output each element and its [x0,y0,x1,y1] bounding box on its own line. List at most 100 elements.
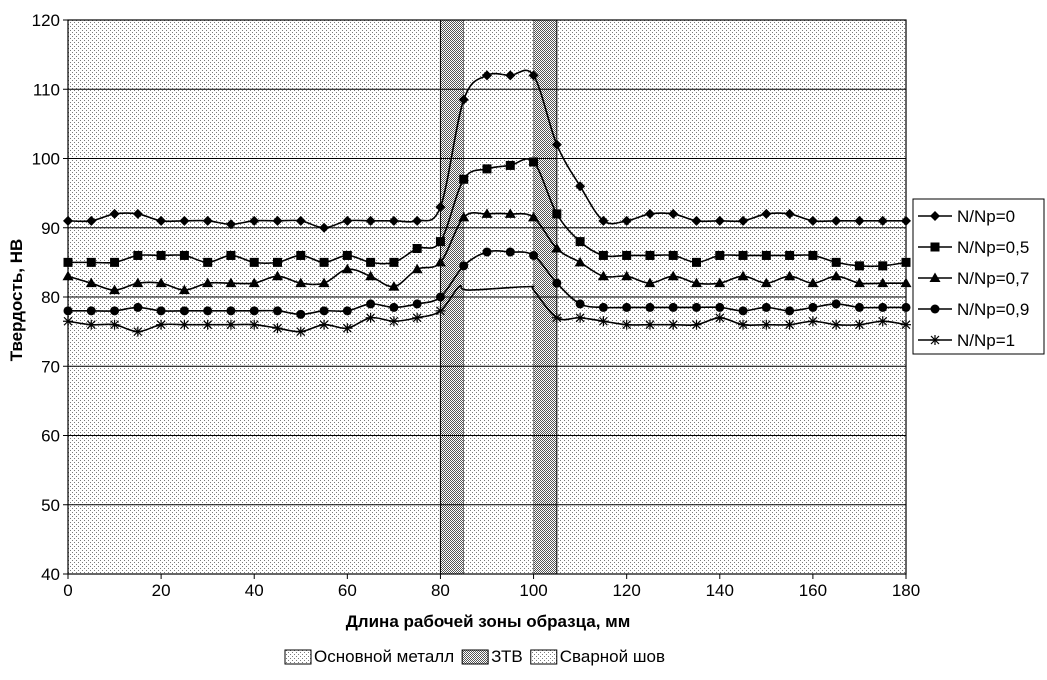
series-1-point [86,257,96,267]
series-1-point [738,250,748,260]
star-stroke [319,320,329,330]
series-2-point [830,270,842,281]
legend-label: N/Np=0 [957,207,1015,226]
star-stroke [808,316,818,326]
series-4-point [295,326,306,337]
series-0-point [249,215,260,226]
series-3-point [249,306,259,316]
series-0-point [319,222,330,233]
series-2-point [853,277,865,288]
x-tick-label: 40 [245,581,264,600]
legend-label: N/Np=0,9 [957,300,1029,319]
series-4-point [831,319,842,330]
star-stroke [110,320,119,330]
series-2-point [644,277,656,288]
star-stroke [831,320,841,330]
series-4-point [575,312,586,323]
star-stroke [412,313,422,323]
series-1-point [645,250,655,260]
star-stroke [273,323,282,333]
series-3-point [366,299,376,309]
series-0-point [156,215,167,226]
series-2-point [341,263,353,274]
series-2-point [272,270,283,281]
series-0-point [807,215,818,226]
series-3-point [203,306,213,316]
series-3 [63,247,911,319]
series-1-point [854,261,864,271]
series-4-point [598,316,609,327]
series-0-point [668,208,679,219]
series-1-point [273,257,282,267]
series-0-point [644,208,655,219]
grid-layer [68,88,906,506]
star-stroke [366,313,376,323]
series-3-point [179,306,189,316]
series-0-point [901,215,911,226]
series-4-point [86,319,97,330]
series-3-point [901,302,911,312]
series-4-point [807,316,818,327]
series-4-point [272,323,283,334]
series-2-point [667,270,679,281]
series-0-point [109,208,120,219]
y-tick-label: 80 [41,288,60,307]
series-2-point [481,208,493,218]
star-stroke [598,316,608,326]
series-3-point [435,292,445,302]
series-4-point [132,326,143,337]
series-1-point [459,174,469,184]
series-4-point [319,319,330,330]
series-0-point [202,215,213,226]
series-2-point [807,277,819,288]
series-2-point [318,277,330,288]
legend-swatch-marker [930,242,940,252]
series-3-point [575,299,585,309]
series-4-point [738,319,749,330]
legend-swatch-marker [929,272,941,282]
series-4-point [901,319,911,330]
series-3-point [854,302,864,312]
series-3-point [552,278,562,288]
series-0-point [714,215,725,226]
star-stroke [133,327,143,337]
series-0-point [179,215,190,226]
series-0-point [784,208,795,219]
star-stroke [156,320,166,330]
series-3-point [831,299,841,309]
y-tick-label: 100 [32,150,60,169]
series-1 [63,157,911,271]
series-2-point [365,270,377,281]
series-3-point [459,261,469,271]
x-tick-label: 120 [612,581,640,600]
series-1-point [901,257,911,267]
series-layer [62,69,912,337]
series-2-point [178,284,190,295]
series-0-point [621,215,632,226]
series-legend: N/Np=0 N/Np=0,5 N/Np=0,7 N/Np=0,9 N/Np=1 [912,198,1045,355]
legend-swatch-marker [930,211,940,221]
series-3-point [156,306,166,316]
series-1-point [785,250,795,260]
series-4-point [877,316,888,327]
y-tick-label: 70 [41,357,60,376]
series-4-point [412,312,423,323]
legend-swatch-marker [930,304,940,314]
x-axis-title: Длина рабочей зоны образца, мм [346,612,631,631]
series-3-point [785,306,795,316]
series-2-point [109,284,121,295]
series-3-point [715,302,725,312]
series-1-point [668,250,678,260]
series-3-point [273,306,282,316]
legend-entry: N/Np=0,5 [918,238,1029,257]
series-2-point [574,256,586,267]
series-0-point [63,215,73,226]
x-tick-label: 140 [706,581,734,600]
series-0 [63,69,911,233]
series-4-point [761,319,772,330]
series-3-point [645,302,655,312]
series-3-point [878,302,888,312]
series-1-point [342,250,352,260]
series-3-point [598,302,608,312]
